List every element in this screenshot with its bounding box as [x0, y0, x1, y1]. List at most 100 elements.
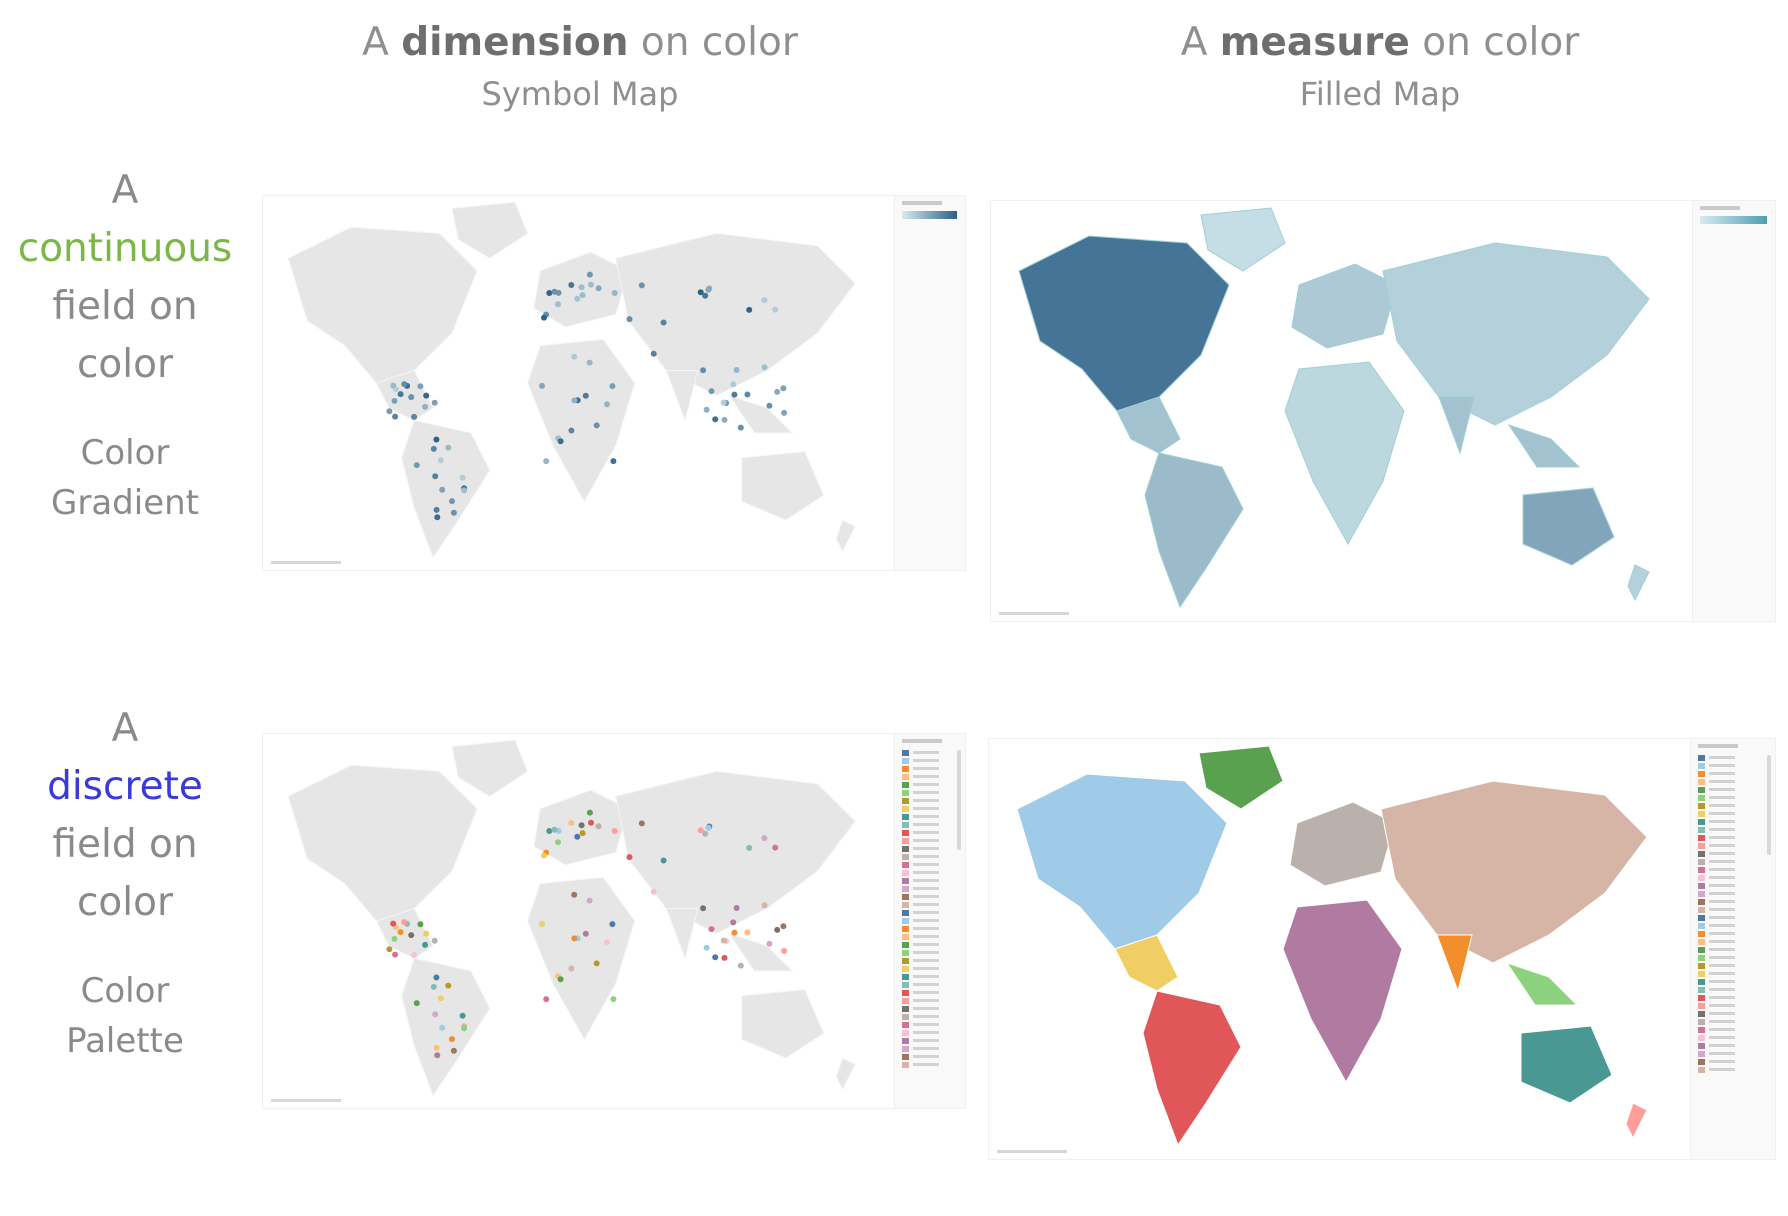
- legend-item: [902, 806, 962, 812]
- map-marker: [450, 509, 457, 516]
- map-marker: [541, 314, 547, 321]
- legend-item: [902, 750, 962, 756]
- symbol-map-palette: [262, 733, 966, 1109]
- region-sa: [1142, 990, 1242, 1147]
- legend-label: [1709, 932, 1735, 935]
- legend-label: [1709, 780, 1735, 783]
- color-legend-palette: [1690, 739, 1775, 1159]
- legend-item: [1698, 795, 1758, 801]
- legend-title: [902, 201, 942, 205]
- map-marker: [708, 926, 715, 933]
- map-marker: [720, 399, 727, 406]
- gradient-bar: [902, 211, 957, 219]
- legend-label: [913, 927, 939, 930]
- map-marker: [386, 408, 393, 415]
- legend-swatch: [902, 822, 909, 828]
- region-ca: [1116, 396, 1181, 454]
- legend-label: [913, 911, 939, 914]
- legend-scrollbar[interactable]: [1767, 755, 1771, 855]
- legend-item: [902, 838, 962, 844]
- legend-swatch: [902, 926, 909, 932]
- legend-swatch: [1698, 787, 1705, 793]
- legend-swatch: [1698, 835, 1705, 841]
- legend-label: [913, 887, 939, 890]
- map-marker: [761, 835, 768, 842]
- legend-swatch: [902, 950, 909, 956]
- legend-swatch: [902, 790, 909, 796]
- map-marker: [780, 385, 787, 392]
- map-marker: [432, 1011, 439, 1018]
- map-marker: [781, 409, 788, 416]
- legend-swatch: [902, 934, 909, 940]
- map-marker: [574, 295, 581, 302]
- legend-item: [902, 774, 962, 780]
- legend-label: [1709, 876, 1735, 879]
- legend-title: [1698, 744, 1738, 748]
- map-marker: [731, 391, 738, 398]
- map-marker: [459, 1012, 466, 1019]
- map-marker: [766, 940, 773, 947]
- legend-swatch: [902, 854, 909, 860]
- map-marker: [392, 413, 399, 420]
- legend-swatch: [1698, 779, 1705, 785]
- legend-swatch: [1698, 1003, 1705, 1009]
- map-marker: [543, 458, 550, 465]
- legend-label: [913, 1039, 939, 1042]
- legend-swatch: [902, 1038, 909, 1044]
- legend-label: [1709, 820, 1735, 823]
- legend-label: [1709, 1068, 1735, 1071]
- legend-label: [913, 895, 939, 898]
- map-marker: [539, 382, 545, 389]
- legend-item: [1698, 811, 1758, 817]
- legend-swatch: [1698, 811, 1705, 817]
- legend-label: [1709, 852, 1735, 855]
- legend-item: [1698, 787, 1758, 793]
- legend-label: [913, 759, 939, 762]
- map-marker: [551, 288, 558, 295]
- map-marker: [586, 359, 593, 366]
- legend-item: [902, 878, 962, 884]
- legend-swatch: [1698, 891, 1705, 897]
- gradient-bar: [1700, 216, 1767, 224]
- map-marker: [568, 427, 575, 434]
- map-marker: [555, 301, 561, 308]
- legend-item: [902, 918, 962, 924]
- legend-item: [902, 942, 962, 948]
- legend-item: [1698, 779, 1758, 785]
- legend-label: [913, 967, 939, 970]
- legend-item: [902, 822, 962, 828]
- legend-item: [902, 926, 962, 932]
- map-marker: [744, 929, 751, 936]
- map-marker: [774, 926, 781, 933]
- legend-swatch: [902, 878, 909, 884]
- map-marker: [450, 1047, 457, 1054]
- legend-swatch: [902, 958, 909, 964]
- legend-swatch: [902, 894, 909, 900]
- region-eu: [1289, 801, 1396, 887]
- map-marker: [571, 353, 578, 360]
- map-marker: [401, 919, 408, 926]
- legend-item: [902, 766, 962, 772]
- map-credit: [999, 612, 1069, 615]
- legend-label: [913, 855, 939, 858]
- map-marker: [611, 290, 618, 296]
- legend-item: [1698, 1003, 1758, 1009]
- legend-scrollbar[interactable]: [957, 750, 961, 850]
- map-marker: [737, 424, 744, 431]
- region-ca: [375, 907, 434, 959]
- map-marker: [568, 820, 575, 826]
- legend-swatch: [1698, 843, 1705, 849]
- legend-label: [913, 935, 939, 938]
- legend-item: [1698, 763, 1758, 769]
- legend-label: [1709, 1012, 1735, 1015]
- legend-label: [913, 1023, 939, 1026]
- map-marker: [417, 383, 424, 390]
- legend-label: [913, 783, 939, 786]
- symbol-map-gradient: [262, 195, 966, 571]
- map-marker: [391, 935, 398, 942]
- region-nz: [835, 519, 856, 553]
- map-marker: [593, 960, 600, 967]
- legend-swatch: [902, 990, 909, 996]
- legend-label: [913, 951, 939, 954]
- map-marker: [712, 954, 719, 961]
